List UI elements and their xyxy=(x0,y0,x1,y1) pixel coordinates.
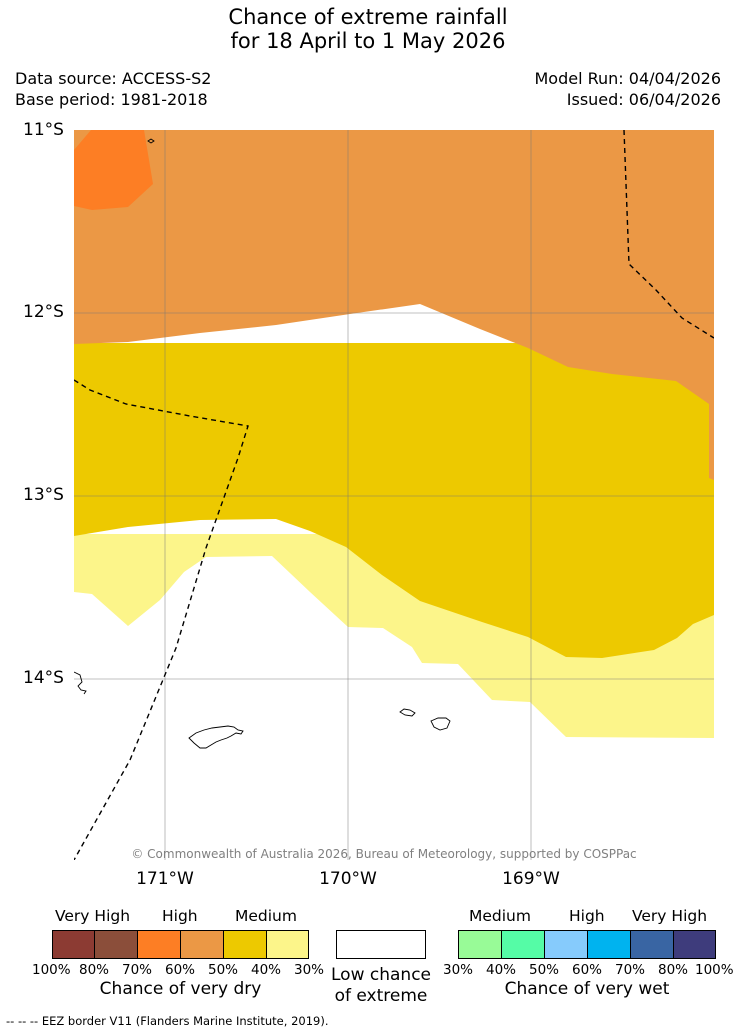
legend-low-chance-caption: Low chance xyxy=(331,965,431,985)
lon-tick-label: 170°W xyxy=(319,869,377,889)
legend-wet-tick: 100% xyxy=(695,962,734,978)
legend-dry-swatch xyxy=(94,930,138,959)
legend-dry-swatch xyxy=(180,930,224,959)
dry-medium-region xyxy=(74,343,714,658)
legend-dry-tick: 40% xyxy=(251,962,282,978)
swains-island xyxy=(74,671,87,695)
lat-tick-label: 12°S xyxy=(23,302,64,322)
legend-dry-tick: 50% xyxy=(208,962,239,978)
legend-dry-tick: 70% xyxy=(122,962,153,978)
legend-dry-high: High xyxy=(162,907,198,925)
legend-wet-tick: 50% xyxy=(529,962,560,978)
legend-wet-tick: 70% xyxy=(615,962,646,978)
legend-wet-swatch xyxy=(587,930,631,959)
legend-dry-swatch xyxy=(137,930,181,959)
chart-title-line1: Chance of extreme rainfall xyxy=(228,5,508,29)
legend-wet-swatch xyxy=(501,930,545,959)
issued-date: Issued: 06/04/2026 xyxy=(566,90,721,109)
copyright-notice: © Commonwealth of Australia 2026, Bureau… xyxy=(131,847,637,861)
legend-wet-high: High xyxy=(569,907,605,925)
eez-footnote: -- -- -- EEZ border V11 (Flanders Marine… xyxy=(6,1014,329,1028)
eez-border xyxy=(74,130,714,860)
legend-dry-tick: 60% xyxy=(165,962,196,978)
lat-tick-label: 11°S xyxy=(23,120,64,140)
chart-title-line2: for 18 April to 1 May 2026 xyxy=(230,29,506,53)
base-period: Base period: 1981-2018 xyxy=(15,90,208,109)
legend-low-chance-caption: of extreme xyxy=(334,986,428,1006)
rainfall-map xyxy=(74,130,714,860)
rose-atoll xyxy=(147,138,155,144)
legend-dry-caption: Chance of very dry xyxy=(99,979,262,999)
legend-wet-very-high: Very High xyxy=(632,907,708,925)
legend-dry-swatch xyxy=(52,930,95,959)
legend-wet-swatch xyxy=(630,930,674,959)
legend-wet-tick: 40% xyxy=(486,962,517,978)
legend-low-chance-swatch xyxy=(336,930,426,959)
legend-wet-medium: Medium xyxy=(469,907,531,925)
graticule xyxy=(74,130,714,860)
legend-wet-swatch xyxy=(673,930,716,959)
legend-dry-tick: 30% xyxy=(294,962,325,978)
lat-tick-label: 13°S xyxy=(23,485,64,505)
lon-tick-label: 169°W xyxy=(502,869,560,889)
dry-high-region xyxy=(74,130,153,210)
ofu-island xyxy=(399,708,416,717)
island-outlines xyxy=(74,138,451,749)
legend-wet-tick: 80% xyxy=(658,962,689,978)
lon-tick-label: 171°W xyxy=(136,869,194,889)
legend-wet-swatch xyxy=(458,930,502,959)
legend-wet-tick: 30% xyxy=(443,962,474,978)
legend-dry-tick: 80% xyxy=(79,962,110,978)
legend-dry-swatch xyxy=(223,930,267,959)
legend-dry-tick: 100% xyxy=(32,962,71,978)
legend-dry-medium: Medium xyxy=(235,907,297,925)
model-run: Model Run: 04/04/2026 xyxy=(534,69,722,88)
dry-medium-upper-region xyxy=(74,130,714,480)
data-source: Data source: ACCESS-S2 xyxy=(15,69,212,88)
tutuila-island xyxy=(188,725,244,749)
legend-dry-swatch xyxy=(266,930,309,959)
legend-wet-swatch xyxy=(544,930,588,959)
legend-wet-tick: 60% xyxy=(572,962,603,978)
legend-dry-very-high: Very High xyxy=(55,907,131,925)
lat-tick-label: 14°S xyxy=(23,668,64,688)
tau-island xyxy=(430,717,451,731)
legend-wet-caption: Chance of very wet xyxy=(504,979,670,999)
